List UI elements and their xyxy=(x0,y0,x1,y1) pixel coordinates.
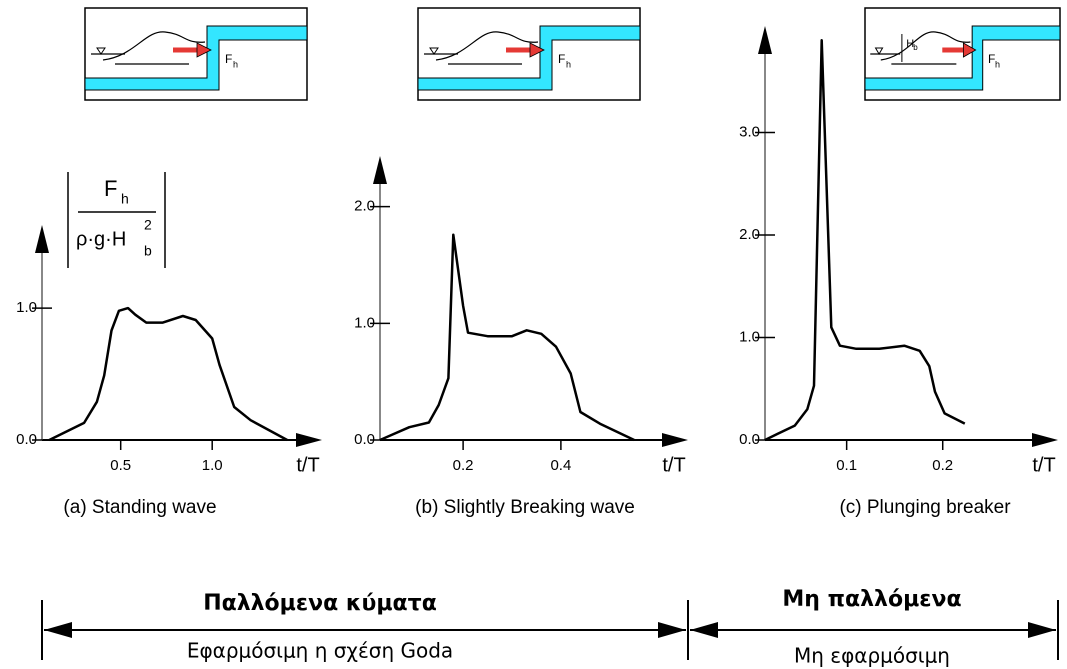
x-tick-label: 0.2 xyxy=(453,457,474,474)
arrowhead xyxy=(1028,622,1056,638)
inset-label: F xyxy=(558,52,565,66)
y-arrowhead xyxy=(373,156,387,184)
arrowhead xyxy=(44,622,72,638)
y-tick-label: 1.0 xyxy=(354,314,375,331)
y-tick-label: 0.0 xyxy=(354,431,375,448)
inset-label: H xyxy=(906,38,914,50)
arrowhead xyxy=(658,622,686,638)
inset-label: b xyxy=(913,43,918,52)
y-arrowhead xyxy=(758,26,772,54)
force-arrowhead xyxy=(529,42,545,58)
force-arrowhead xyxy=(196,42,212,58)
region-title: Παλλόμενα κύματα xyxy=(203,591,437,616)
y-tick-label: 1.0 xyxy=(739,328,760,345)
caption: (a) Standing wave xyxy=(63,497,216,518)
inset-structure xyxy=(417,25,641,91)
x-label: t/T xyxy=(296,454,319,476)
caption: (b) Slightly Breaking wave xyxy=(415,497,635,518)
inset-wave xyxy=(880,31,971,61)
caption: (c) Plunging breaker xyxy=(839,497,1011,518)
y-label: F h ρ·g·H 2 b xyxy=(67,172,166,268)
region-note: Εφαρμόσιμη η σχέση Goda xyxy=(187,639,453,663)
x-tick-label: 0.4 xyxy=(550,457,571,474)
y-label-part: h xyxy=(121,191,129,207)
inset-label: h xyxy=(233,59,238,69)
y-tick-label: 0.0 xyxy=(16,431,37,448)
x-tick-label: 1.0 xyxy=(202,457,223,474)
data-line xyxy=(764,39,966,442)
inset-label: h xyxy=(566,59,571,69)
inset-wave xyxy=(435,31,539,61)
x-label: t/T xyxy=(662,454,685,476)
y-label-part: 2 xyxy=(144,217,152,233)
x-arrowhead xyxy=(1032,433,1058,447)
x-tick-label: 0.2 xyxy=(932,457,953,474)
y-arrowhead xyxy=(35,225,49,253)
inset-wave xyxy=(102,31,206,61)
y-tick-label: 1.0 xyxy=(16,299,37,316)
force-arrowhead xyxy=(962,42,977,58)
x-label: t/T xyxy=(1032,454,1055,476)
y-label-part: b xyxy=(144,243,152,259)
x-tick-label: 0.5 xyxy=(110,457,131,474)
region-note: Μη εφαρμόσιμη xyxy=(794,644,950,668)
inset-label: F xyxy=(225,52,232,66)
y-tick-label: 3.0 xyxy=(739,123,760,140)
regions xyxy=(41,600,1059,660)
inset-symbol xyxy=(96,47,106,55)
y-tick-label: 2.0 xyxy=(739,226,760,243)
x-arrowhead xyxy=(662,433,688,447)
data-line xyxy=(48,306,288,442)
arrowhead xyxy=(690,622,718,638)
inset-symbol xyxy=(874,47,884,55)
y-tick-label: 0.0 xyxy=(739,431,760,448)
inset-structure xyxy=(864,25,1061,91)
data-line xyxy=(379,233,635,442)
y-tick-label: 2.0 xyxy=(354,198,375,215)
inset-structure xyxy=(84,25,308,91)
inset-symbol xyxy=(429,47,439,55)
inset-label: h xyxy=(995,59,1000,69)
y-label-part: F xyxy=(104,176,117,201)
x-tick-label: 0.1 xyxy=(836,457,857,474)
inset-label: F xyxy=(988,52,995,66)
x-arrowhead xyxy=(296,433,322,447)
y-label-part: ρ·g·H xyxy=(76,228,126,250)
region-title: Μη παλλόμενα xyxy=(782,587,961,612)
